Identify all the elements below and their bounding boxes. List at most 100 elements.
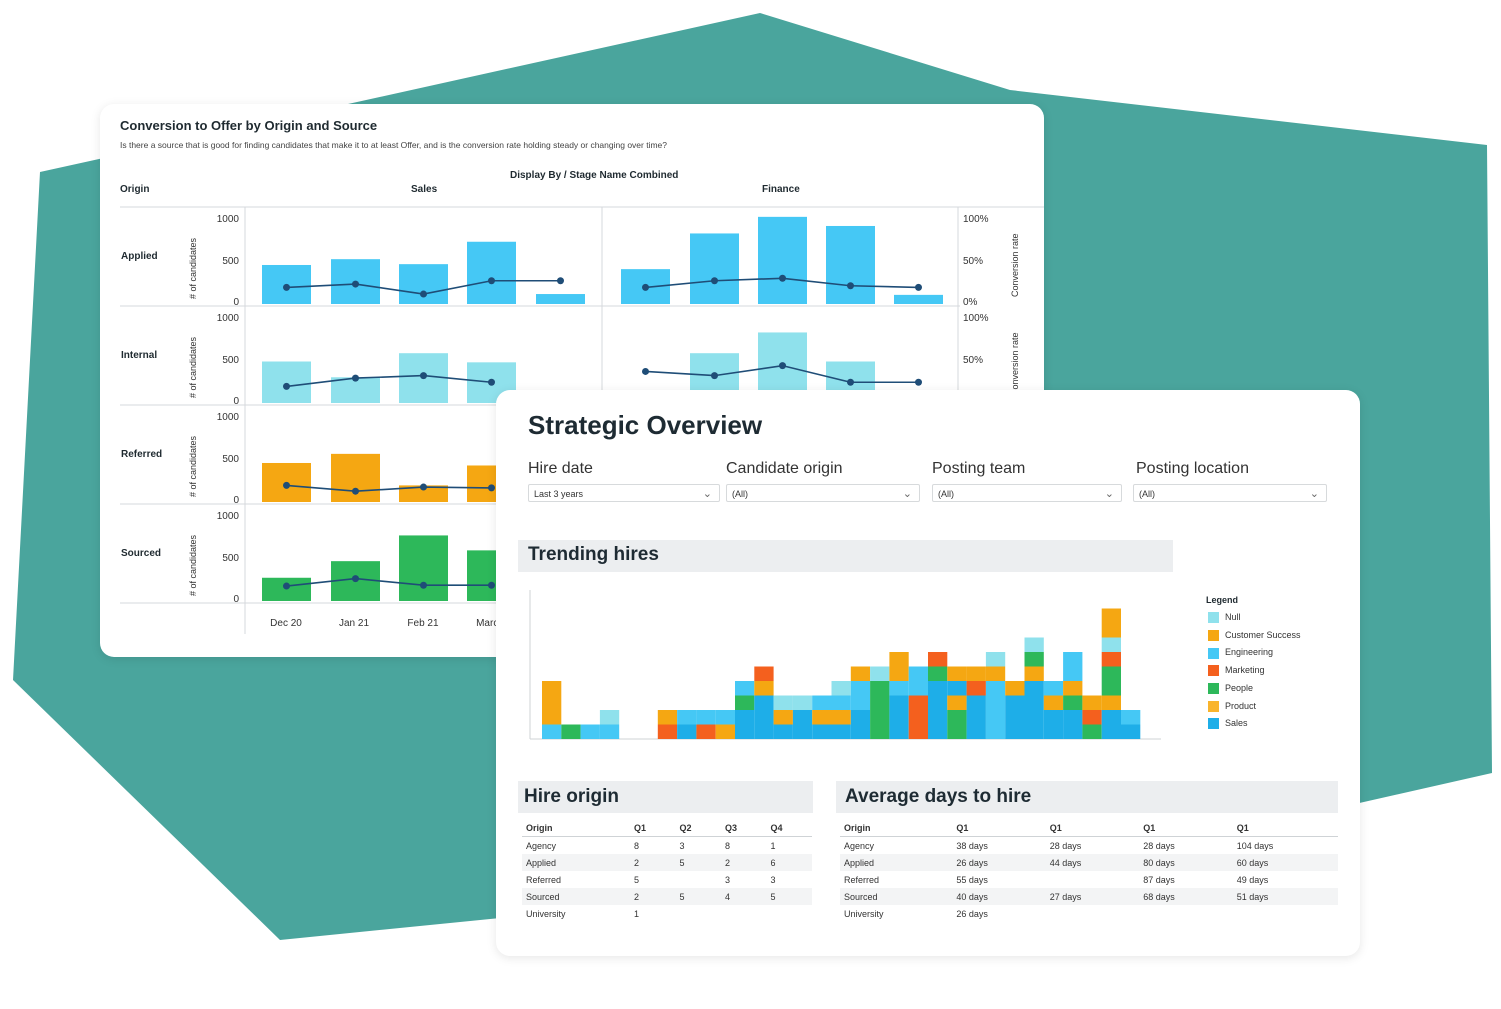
table-cell: 6 (766, 854, 812, 871)
table-row: University 26 days (840, 905, 1338, 922)
table-cell: Agency (526, 840, 557, 851)
y-tick-label: 500 (222, 354, 239, 366)
hire-segment (599, 710, 620, 725)
y-axis-label: # of candidates (188, 435, 198, 497)
column-header: Origin (522, 820, 630, 837)
table-cell: 55 days (956, 874, 988, 885)
column-header: Q4 (766, 820, 812, 837)
column-header: Q1 (1139, 820, 1233, 837)
y-tick-label: 1000 (216, 313, 239, 324)
conversion-point (420, 483, 427, 491)
y-tick-label: 500 (222, 552, 239, 564)
candidate-bar (262, 361, 311, 403)
hire-segment (831, 724, 851, 739)
table-cell: 60 days (1232, 854, 1338, 871)
conversion-point (847, 282, 854, 290)
table-cell (1233, 905, 1338, 922)
hire-segment (1043, 681, 1064, 696)
column-header: Q3 (720, 820, 767, 837)
hire-segment (1063, 652, 1083, 681)
hire-segment (870, 681, 890, 739)
table-cell: 104 days (1236, 840, 1274, 851)
hire-date-select[interactable]: Last 3 years ⌄ (528, 484, 720, 502)
conversion-point (642, 367, 649, 375)
back-card-title: Conversion to Offer by Origin and Source (120, 118, 378, 133)
hire-segment (908, 666, 928, 696)
table-row: Agency 8 3 8 1 (522, 837, 812, 855)
origin-row-label: Applied (121, 251, 158, 262)
table-cell: Sourced (840, 888, 953, 905)
hire-segment (812, 724, 832, 739)
origin-column-header: Origin (120, 184, 150, 195)
posting-team-value: (All) (938, 489, 954, 499)
hire-origin-title: Hire origin (524, 786, 620, 807)
table-cell: 87 days (1143, 874, 1175, 885)
posting-location-select[interactable]: (All) ⌄ (1133, 484, 1327, 502)
hire-origin-table: Origin Q1 Q2 Q3 Q4 Agency 8 3 8 1 Applied 2 5 2 6 Refer… (522, 820, 812, 922)
hire-segment (1005, 681, 1025, 696)
hire-segment (889, 681, 909, 696)
table-cell: 3 (724, 874, 730, 885)
legend-item: People (1208, 682, 1253, 694)
table-cell: 49 days (1236, 874, 1269, 885)
conversion-point (488, 378, 495, 386)
conversion-point (488, 484, 495, 492)
hire-segment (735, 710, 755, 739)
candidate-origin-select[interactable]: (All) ⌄ (726, 484, 920, 502)
legend-item: Marketing (1208, 664, 1265, 677)
hire-segment (1063, 695, 1083, 710)
candidate-bar (331, 453, 380, 502)
table-row: Sourced 2 5 4 5 (522, 888, 812, 905)
conversion-point (283, 382, 290, 390)
legend-item: Engineering (1208, 646, 1273, 659)
hire-segment (947, 666, 967, 681)
conversion-point (915, 378, 922, 386)
hire-segment (1082, 710, 1102, 725)
posting-team-select[interactable]: (All) ⌄ (932, 484, 1122, 502)
hire-segment (792, 695, 813, 710)
hire-segment (1101, 666, 1121, 696)
table-cell (721, 905, 766, 922)
strategic-overview-card: Strategic Overview Hire date Candidate o… (496, 390, 1360, 956)
chevron-down-icon: ⌄ (702, 488, 712, 500)
conversion-point (352, 575, 359, 583)
y-axis-label: # of candidates (188, 237, 198, 299)
conversion-point (420, 581, 427, 589)
hire-segment (947, 695, 967, 710)
column-header: Q2 (675, 820, 721, 837)
hire-segment (580, 724, 600, 739)
hire-segment (850, 681, 871, 710)
hire-segment (1121, 724, 1141, 739)
y2-axis-label: Conversion rate (1010, 233, 1020, 297)
table-cell: 2 (720, 854, 767, 871)
legend-label: Customer Success (1225, 629, 1301, 640)
table-cell: 5 (675, 854, 721, 871)
hire-segment (677, 724, 697, 739)
page-title: Strategic Overview (528, 410, 763, 440)
legend-swatch (1208, 718, 1219, 730)
table-row: Applied 2 5 2 6 (522, 854, 812, 871)
table-cell: 5 (766, 888, 812, 905)
avg-days-title: Average days to hire (845, 786, 1032, 807)
hire-segment (599, 724, 620, 739)
hire-segment (928, 652, 948, 667)
hire-segment (1101, 637, 1121, 652)
hire-segment (947, 710, 967, 739)
origin-row-label: Sourced (121, 548, 162, 559)
chevron-down-icon: ⌄ (902, 488, 912, 500)
hire-segment (812, 710, 832, 725)
hire-segment (542, 724, 562, 739)
filter-label-candidate-origin: Candidate origin (726, 460, 843, 477)
hire-segment (735, 695, 755, 710)
table-cell (1139, 905, 1232, 922)
conversion-line (286, 484, 492, 493)
filter-label-hire-date: Hire date (528, 460, 593, 477)
x-label: Feb 21 (407, 618, 439, 629)
hire-date-value: Last 3 years (534, 489, 584, 499)
legend-item: Product (1208, 700, 1256, 712)
hire-segment (966, 666, 986, 681)
hire-segment (542, 681, 562, 725)
table-cell: 3 (770, 874, 776, 885)
table-cell: 8 (634, 840, 640, 851)
hire-segment (677, 710, 697, 725)
